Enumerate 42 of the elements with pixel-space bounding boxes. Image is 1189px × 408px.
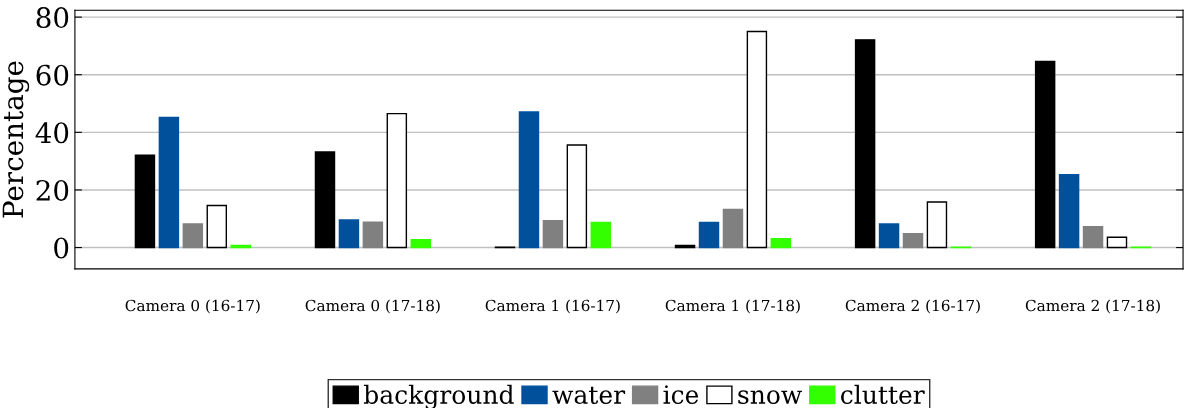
bar [314,151,336,249]
legend-label: water [552,386,626,405]
bar [1058,173,1080,249]
y-tick-label: 80 [36,7,69,29]
bar [926,201,948,249]
bar [878,223,900,249]
x-tick-label: Camera 1 (16-17) [485,299,620,314]
bar [1034,60,1056,249]
bar [158,116,180,249]
y-tick-label: 60 [36,64,69,86]
bar [410,239,432,249]
bar [206,204,228,249]
bar [566,144,588,249]
legend-label: clutter [841,384,925,405]
bar [698,221,720,249]
bar [854,39,876,249]
bar [746,30,768,249]
y-tick-label: 20 [36,179,69,201]
bar [230,244,251,249]
x-tick-label: Camera 2 (17-18) [1025,299,1160,314]
bar [338,219,360,249]
x-tick-label: Camera 0 (16-17) [125,299,260,314]
x-tick-label: Camera 1 (17-18) [665,299,800,314]
bar [362,221,384,249]
bar [722,208,744,249]
bar [770,237,792,249]
y-axis-title: Percentage [2,61,30,218]
legend-label: snow [738,390,802,405]
y-tick-label: 0 [54,237,69,259]
bar [1106,236,1128,249]
legend-label: ice [663,385,699,405]
x-tick-label: Camera 2 (16-17) [845,299,980,314]
bar [518,111,540,249]
bar [590,221,612,249]
bar [542,220,564,249]
y-tick-label: 40 [35,122,69,144]
bar [386,112,408,249]
x-tick-label: Camera 0 (17-18) [305,299,440,314]
bar [134,154,156,249]
bar [902,233,924,249]
bar [182,223,204,249]
bar [1082,226,1104,249]
